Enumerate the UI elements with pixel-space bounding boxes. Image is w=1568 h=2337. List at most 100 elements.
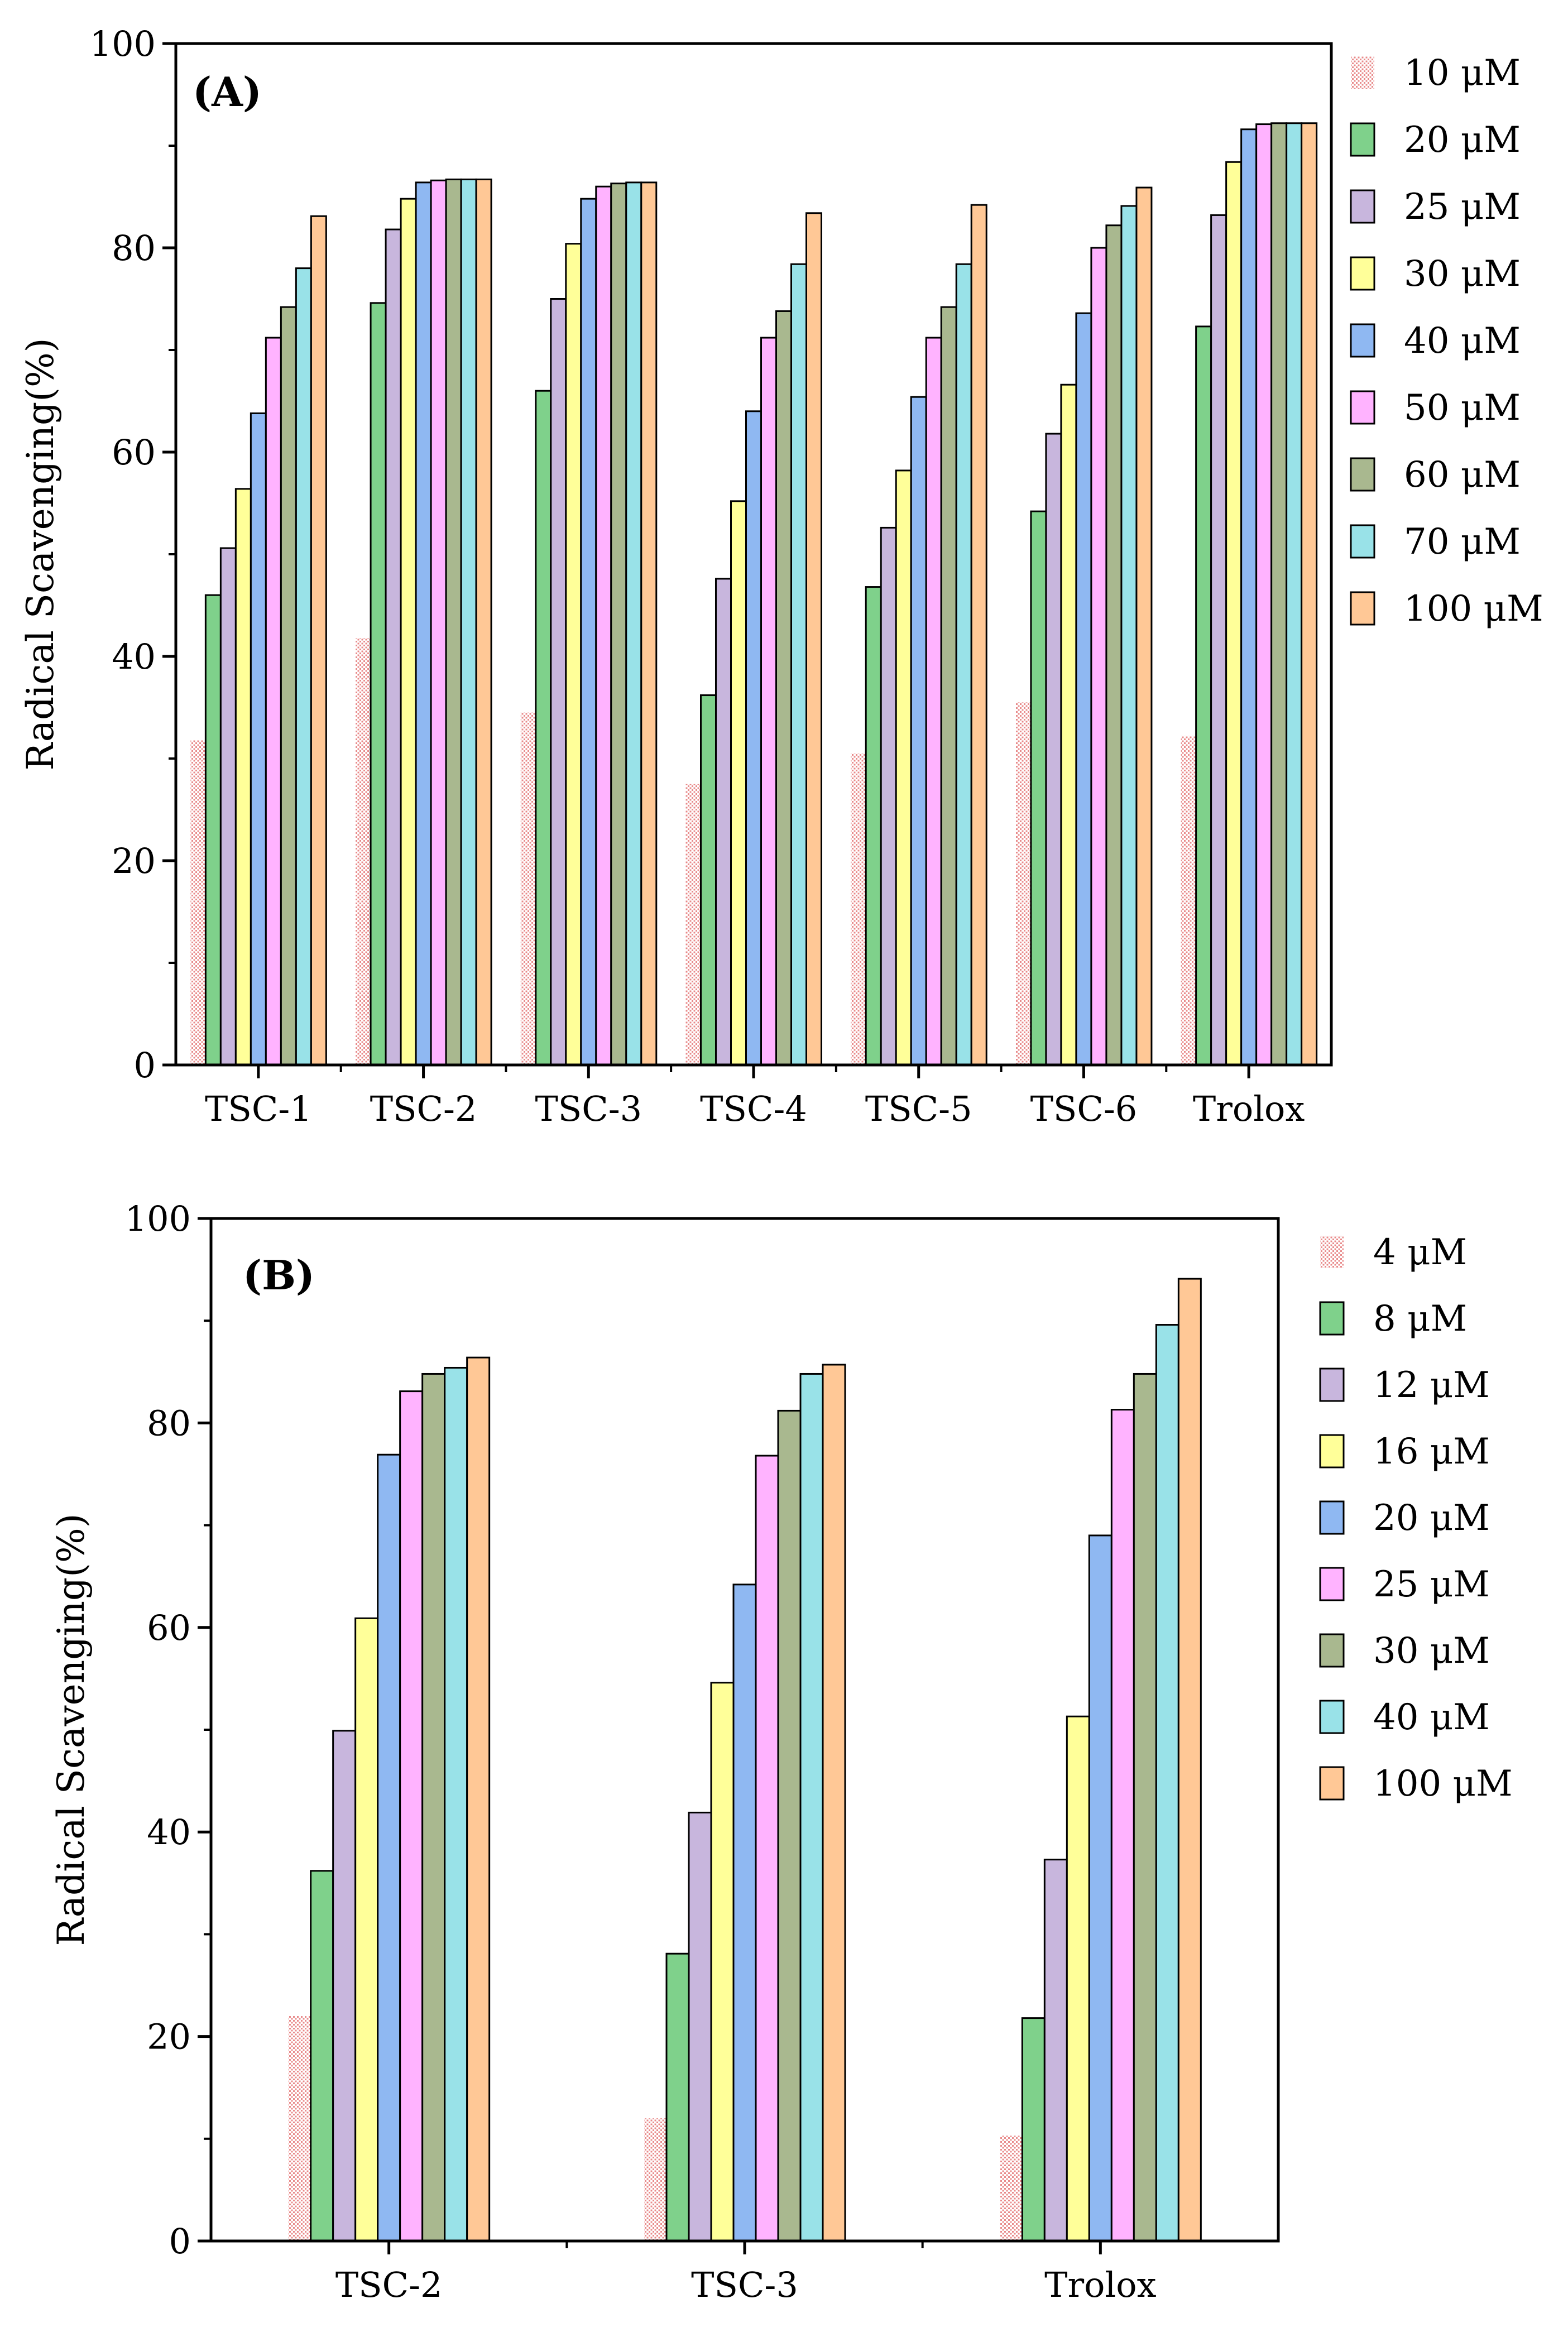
panel-a-bar-4-1 xyxy=(415,181,432,1066)
panel-a-bar-4-0 xyxy=(250,412,267,1066)
panel-b-y-tick-label: 60 xyxy=(147,1607,191,1648)
panel-b-bar-0-2 xyxy=(1000,2136,1023,2241)
panel-a-bar-4-5 xyxy=(1075,312,1092,1066)
panel-b-x-tick-label: Trolox xyxy=(1044,2264,1156,2305)
panel-a-bar-8-2 xyxy=(640,181,658,1066)
panel-a-legend-swatch-4 xyxy=(1350,323,1375,358)
panel-b-bar-3-0 xyxy=(354,1617,379,2242)
panel-b-bar-1-0 xyxy=(310,1870,334,2242)
panel-b-bar-4-1 xyxy=(732,1583,757,2242)
panel-b-chart: 0 20 40 60 80 100 TSC-2 TSC-3 Trolox (B) Radical… xyxy=(50,1198,1513,2305)
panel-b-bar-6-2 xyxy=(1133,1373,1157,2242)
panel-b-x-tick-label: TSC-2 xyxy=(335,2264,443,2305)
panel-a-legend-label-1: 20 μM xyxy=(1404,119,1521,161)
panel-a-bar-0-2 xyxy=(520,712,536,1065)
panel-b-bar-8-1 xyxy=(822,1364,846,2242)
panel-b-y-tick-label: 0 xyxy=(169,2221,191,2262)
panel-b-bar-6-0 xyxy=(421,1373,446,2242)
panel-a-legend-label-3: 30 μM xyxy=(1404,253,1521,295)
panel-a-bar-0-5 xyxy=(1015,702,1031,1065)
panel-a-bar-7-5 xyxy=(1120,205,1138,1066)
panel-a-x-tick-label: TSC-1 xyxy=(205,1088,312,1129)
panel-b-y-tick-label: 40 xyxy=(147,1812,191,1853)
panel-b-legend-label-2: 12 μM xyxy=(1373,1365,1490,1406)
panel-b-bar-4-0 xyxy=(377,1453,401,2242)
panel-a-bar-1-0 xyxy=(204,594,222,1066)
panel-b-bar-2-2 xyxy=(1043,1859,1068,2242)
panel-a-legend-label-6: 60 μM xyxy=(1404,454,1521,496)
panel-a-bar-6-0 xyxy=(280,306,297,1066)
panel-a-legend-label-7: 70 μM xyxy=(1404,521,1521,563)
panel-a-bar-7-3 xyxy=(790,263,807,1066)
panel-a-bar-6-2 xyxy=(610,183,627,1066)
panel-a-y-tick-label: 0 xyxy=(134,1045,156,1086)
panel-a-bars xyxy=(190,122,1318,1066)
panel-a-legend: 10 μM 20 μM 25 μM 30 μM 40 μM 50 μM 60 μM 70 μM… xyxy=(1350,52,1543,630)
panel-a-legend-swatch-6 xyxy=(1350,457,1375,492)
panel-a-bar-8-4 xyxy=(970,204,987,1066)
panel-a-bar-1-2 xyxy=(535,390,552,1066)
panel-a-bar-2-4 xyxy=(880,526,897,1066)
panel-a-bar-6-5 xyxy=(1105,224,1123,1066)
panel-a-bar-8-5 xyxy=(1135,186,1153,1066)
panel-a-y-tick-label: 20 xyxy=(112,841,156,881)
panel-a-x-tick-label: TSC-2 xyxy=(370,1088,477,1129)
panel-a-bar-0-1 xyxy=(356,638,371,1065)
panel-a-bar-7-2 xyxy=(625,181,642,1066)
panel-b-bar-8-2 xyxy=(1177,1278,1202,2242)
panel-a-bar-5-2 xyxy=(595,185,612,1066)
panel-b-legend-swatch-8 xyxy=(1319,1766,1345,1801)
panel-a-legend-label-2: 25 μM xyxy=(1404,186,1521,228)
panel-a-bar-0-6 xyxy=(1181,736,1196,1065)
panel-a-bar-8-0 xyxy=(310,215,327,1066)
panel-a-bar-0-3 xyxy=(685,784,701,1065)
panel-a-legend-swatch-2 xyxy=(1350,189,1375,224)
panel-a-bar-2-3 xyxy=(715,578,732,1066)
panel-b-legend: 4 μM 8 μM 12 μM 16 μM 20 μM 25 μM 30 μM 40 μM 10… xyxy=(1319,1232,1513,1805)
panel-a-bar-3-3 xyxy=(730,500,747,1066)
panel-b-ticks: 0 20 40 60 80 100 TSC-2 TSC-3 Trolox xyxy=(125,1198,1157,2305)
panel-b-legend-swatch-7 xyxy=(1319,1700,1345,1734)
panel-a-bar-7-4 xyxy=(955,263,972,1066)
panel-a-bar-1-4 xyxy=(865,586,882,1066)
panel-b-bar-5-2 xyxy=(1110,1409,1135,2242)
panel-b-legend-swatch-6 xyxy=(1319,1633,1345,1668)
panel-a-bar-4-2 xyxy=(580,198,597,1066)
panel-a-bar-6-6 xyxy=(1270,122,1288,1066)
panel-a-bar-2-2 xyxy=(550,298,567,1066)
panel-a-bar-5-6 xyxy=(1255,123,1273,1066)
panel-b-bar-0-1 xyxy=(644,2118,666,2241)
panel-b-y-tick-label: 20 xyxy=(147,2017,191,2057)
panel-b-bar-0-0 xyxy=(288,2016,311,2241)
panel-b-x-tick-label: TSC-3 xyxy=(691,2264,798,2305)
panel-a-bar-3-5 xyxy=(1060,383,1077,1066)
panel-a-bar-5-0 xyxy=(265,337,282,1066)
panel-a-y-tick-label: 100 xyxy=(90,23,156,64)
panel-b-bars xyxy=(288,1278,1202,2242)
panel-b-y-axis-title: Radical Scavenging(%) xyxy=(50,1513,93,1946)
panel-b-legend-swatch-5 xyxy=(1319,1567,1345,1601)
panel-b-bar-2-0 xyxy=(332,1730,357,2242)
panel-b-legend-swatch-4 xyxy=(1319,1500,1345,1535)
panel-a-x-tick-label: TSC-3 xyxy=(535,1088,642,1129)
panel-a-bar-3-2 xyxy=(565,243,582,1066)
panel-b-legend-label-5: 25 μM xyxy=(1373,1564,1490,1605)
panel-a-y-tick-label: 60 xyxy=(112,432,156,473)
panel-b-legend-swatch-1 xyxy=(1319,1301,1345,1336)
panel-b-legend-label-3: 16 μM xyxy=(1373,1431,1490,1472)
panel-a-bar-5-3 xyxy=(760,337,777,1066)
panel-b-y-tick-label: 80 xyxy=(147,1403,191,1443)
panel-a-bar-8-3 xyxy=(805,212,822,1066)
panel-a-label: (A) xyxy=(193,68,262,116)
panel-a-bar-5-1 xyxy=(430,179,447,1066)
panel-b-label: (B) xyxy=(243,1251,315,1299)
panel-a-chart: 0 20 40 60 80 100 TSC-1 TSC-2 TSC-3 TSC-4 TSC-5 TSC… xyxy=(19,23,1543,1129)
panel-a-bar-1-5 xyxy=(1030,510,1047,1066)
panel-a-bar-8-1 xyxy=(475,178,492,1066)
panel-b-bar-7-1 xyxy=(799,1373,824,2242)
panel-a-x-tick-label: TSC-6 xyxy=(1030,1088,1138,1129)
panel-b-legend-label-4: 20 μM xyxy=(1373,1498,1490,1539)
panel-b-bar-7-0 xyxy=(444,1366,468,2242)
panel-b-bar-8-0 xyxy=(466,1356,491,2242)
